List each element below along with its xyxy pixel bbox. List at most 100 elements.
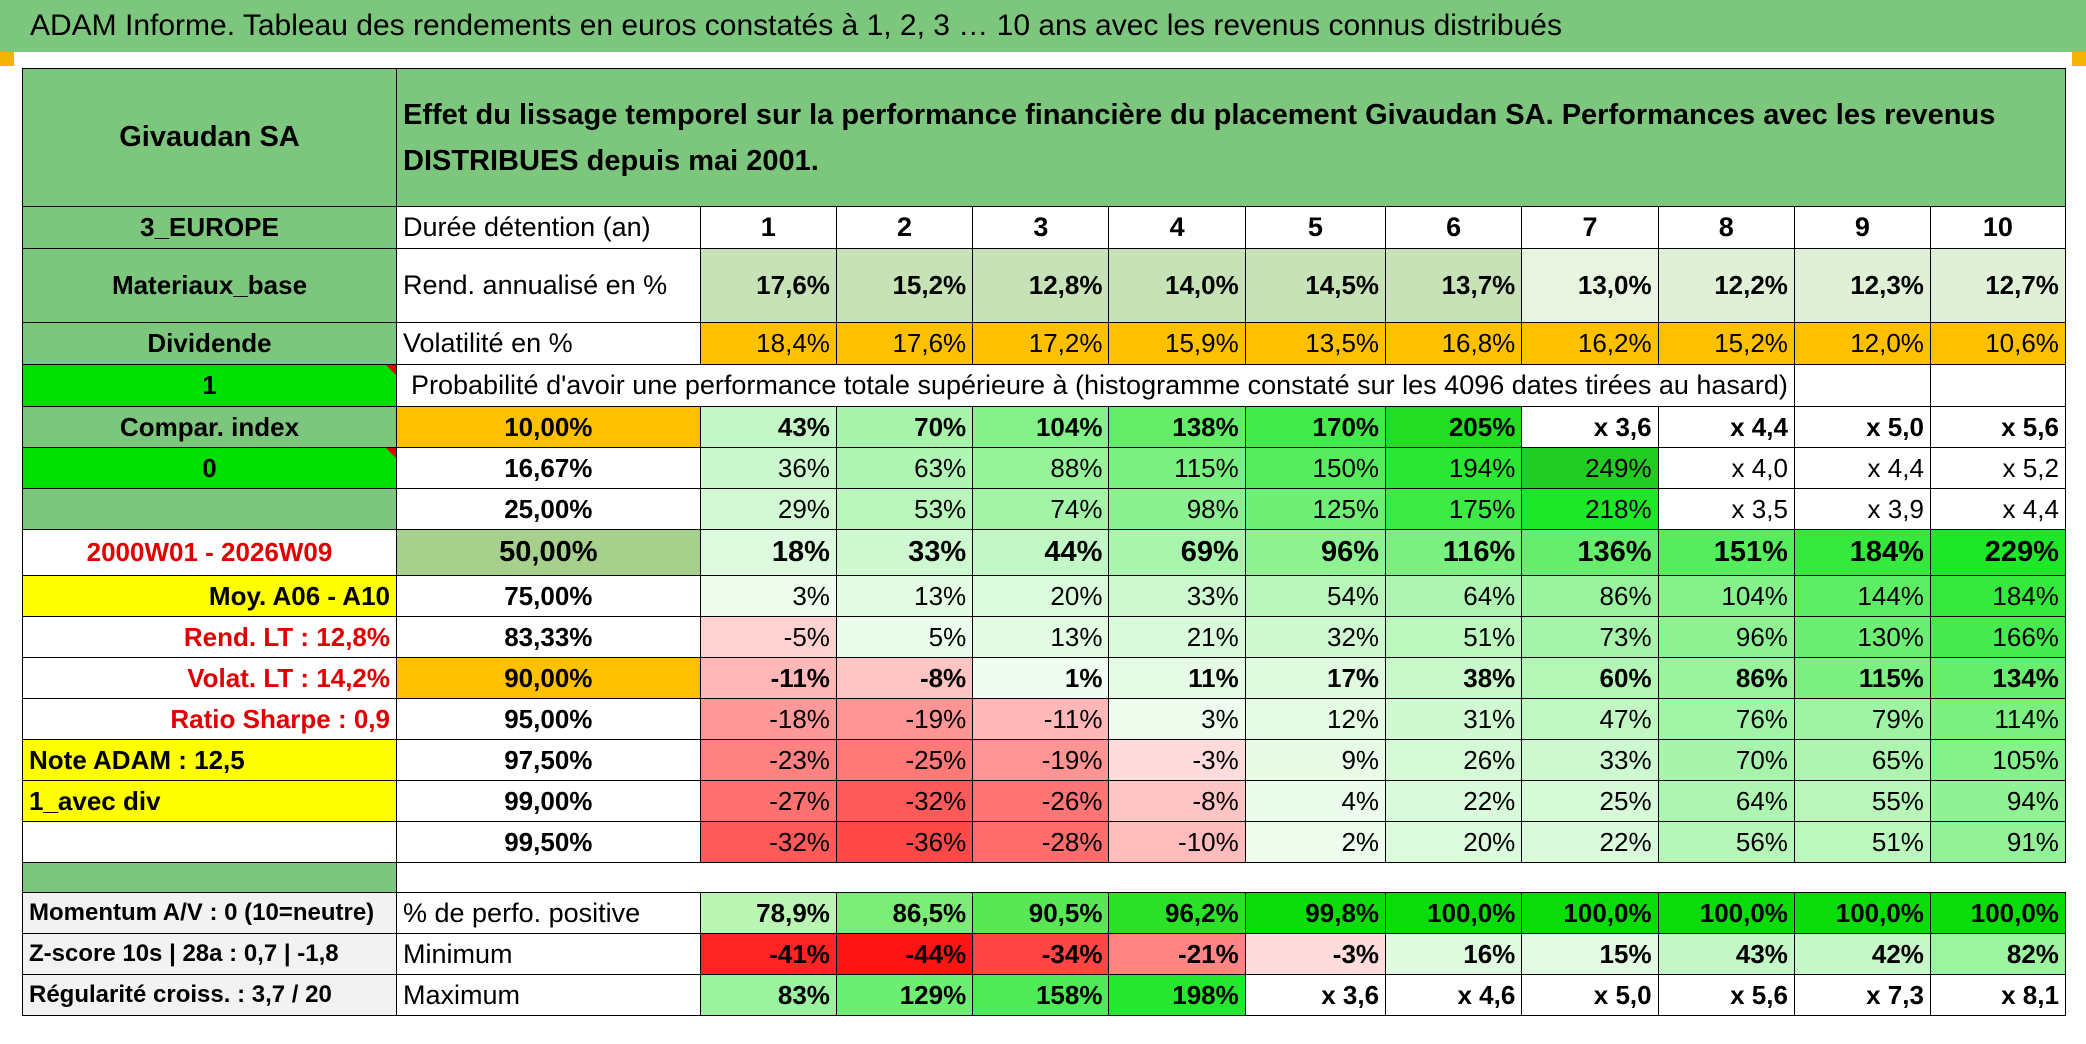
proba-value: -11% xyxy=(699,657,837,699)
proba-value: 20% xyxy=(972,575,1110,617)
year-header: 5 xyxy=(1244,206,1387,249)
proba-value: -36% xyxy=(835,821,974,863)
proba-value: 47% xyxy=(1521,698,1659,740)
proba-row: 1_avec div 99,00% -27% -32% -26% -8% 4% 22% 25% 6… xyxy=(22,780,2066,822)
proba-value: 105% xyxy=(1929,739,2066,781)
bottom-value: -34% xyxy=(972,933,1110,975)
proba-value: 38% xyxy=(1385,657,1523,699)
proba-value: 194% xyxy=(1385,447,1523,489)
company-name: Givaudan SA xyxy=(22,68,397,207)
proba-value: x 4,0 xyxy=(1657,447,1795,489)
proba-value: -28% xyxy=(972,821,1110,863)
flag-one: 1 xyxy=(22,364,397,407)
bottom-value: 82% xyxy=(1929,933,2066,975)
proba-row: Ratio Sharpe : 0,9 95,00% -18% -19% -11% 3% 12… xyxy=(22,698,2066,740)
bottom-value: x 5,6 xyxy=(1657,974,1795,1016)
type-label: Dividende xyxy=(22,322,397,365)
proba-value: 74% xyxy=(972,488,1110,530)
proba-value: -19% xyxy=(972,739,1110,781)
proba-row: Moy. A06 - A10 75,00% 3% 13% 20% 33% 54% 64% 86%… xyxy=(22,575,2066,617)
proba-value: 11% xyxy=(1108,657,1246,699)
proba-row: Rend. LT : 12,8% 83,33% -5% 5% 13% 21% 32% 51% 7… xyxy=(22,616,2066,658)
proba-value: 26% xyxy=(1385,739,1523,781)
proba-value: x 4,4 xyxy=(1929,488,2066,530)
proba-value: 138% xyxy=(1108,406,1246,448)
year-header: 1 xyxy=(699,206,837,249)
proba-value: -10% xyxy=(1108,821,1246,863)
proba-value: x 5,6 xyxy=(1929,406,2066,448)
bottom-value: -44% xyxy=(835,933,974,975)
pos-row: Momentum A/V : 0 (10=neutre)% de perfo. … xyxy=(22,892,2066,934)
year-header: 8 xyxy=(1657,206,1795,249)
bottom-value: 100,0% xyxy=(1929,892,2066,934)
proba-value: 44% xyxy=(972,529,1110,576)
proba-value: 5% xyxy=(835,616,974,658)
proba-value: 3% xyxy=(1108,698,1246,740)
sharpe-label: Ratio Sharpe : 0,9 xyxy=(22,698,397,740)
flag-zero: 0 xyxy=(22,447,397,489)
proba-value: x 3,6 xyxy=(1521,406,1659,448)
proba-value: 12% xyxy=(1244,698,1387,740)
rend-value: 12,3% xyxy=(1793,248,1931,323)
region-label: 3_EUROPE xyxy=(22,206,397,249)
bottom-value: 96,2% xyxy=(1108,892,1246,934)
volat-value: 17,2% xyxy=(972,322,1110,365)
proba-value: -25% xyxy=(835,739,974,781)
rend-value: 17,6% xyxy=(699,248,837,323)
proba-value: 20% xyxy=(1385,821,1523,863)
proba-value: 86% xyxy=(1657,657,1795,699)
corner-marker xyxy=(2072,52,2086,66)
proba-value: 96% xyxy=(1244,529,1387,576)
proba-row: 0 16,67% 36% 63% 88% 115% 150% 194% 249% x 4,0 x 4… xyxy=(22,447,2066,489)
bottom-value: 15% xyxy=(1521,933,1659,975)
proba-threshold: 99,00% xyxy=(396,780,701,822)
proba-row: Compar. index 10,00% 43% 70% 104% 138% 170% 205… xyxy=(22,406,2066,448)
bottom-value: x 4,6 xyxy=(1385,974,1523,1016)
proba-value: 22% xyxy=(1521,821,1659,863)
bottom-value: x 8,1 xyxy=(1929,974,2066,1016)
proba-value: 1% xyxy=(972,657,1110,699)
rend-value: 12,8% xyxy=(972,248,1110,323)
header-description: Effet du lissage temporel sur la perform… xyxy=(396,68,2066,207)
proba-value: -27% xyxy=(699,780,837,822)
bottom-value: 90,5% xyxy=(972,892,1110,934)
bottom-value: 99,8% xyxy=(1244,892,1387,934)
proba-row: Note ADAM : 12,5 97,50% -23% -25% -19% -3% 9% 2… xyxy=(22,739,2066,781)
bottom-value: -21% xyxy=(1108,933,1246,975)
proba-value: 13% xyxy=(835,575,974,617)
proba-value: 98% xyxy=(1108,488,1246,530)
bottom-row-label: Maximum xyxy=(396,974,701,1016)
proba-value: x 3,5 xyxy=(1657,488,1795,530)
proba-value: 166% xyxy=(1929,616,2066,658)
bottom-value: 86,5% xyxy=(835,892,974,934)
proba-value: 96% xyxy=(1657,616,1795,658)
proba-threshold: 83,33% xyxy=(396,616,701,658)
bottom-side-label: Momentum A/V : 0 (10=neutre) xyxy=(22,892,397,934)
proba-value: 70% xyxy=(835,406,974,448)
proba-value: 104% xyxy=(1657,575,1795,617)
proba-label: Probabilité d'avoir une performance tota… xyxy=(396,364,1795,407)
proba-value: 56% xyxy=(1657,821,1795,863)
proba-value: x 5,2 xyxy=(1929,447,2066,489)
proba-value: x 5,0 xyxy=(1793,406,1931,448)
proba-value: 88% xyxy=(972,447,1110,489)
duree-label: Durée détention (an) xyxy=(396,206,701,249)
bottom-value: x 3,6 xyxy=(1244,974,1387,1016)
proba-value: 60% xyxy=(1521,657,1659,699)
bottom-value: x 7,3 xyxy=(1793,974,1931,1016)
proba-value: x 4,4 xyxy=(1793,447,1931,489)
proba-value: -18% xyxy=(699,698,837,740)
bottom-value: 158% xyxy=(972,974,1110,1016)
proba-value: -8% xyxy=(835,657,974,699)
proba-value: 25% xyxy=(1521,780,1659,822)
volat-value: 16,2% xyxy=(1521,322,1659,365)
proba-value: 21% xyxy=(1108,616,1246,658)
bottom-value: 16% xyxy=(1385,933,1523,975)
corner-marker xyxy=(0,52,14,66)
proba-value: -23% xyxy=(699,739,837,781)
year-header: 7 xyxy=(1521,206,1659,249)
proba-value: 69% xyxy=(1108,529,1246,576)
rend-value: 14,0% xyxy=(1108,248,1246,323)
bottom-value: 100,0% xyxy=(1793,892,1931,934)
proba-value: 36% xyxy=(699,447,837,489)
